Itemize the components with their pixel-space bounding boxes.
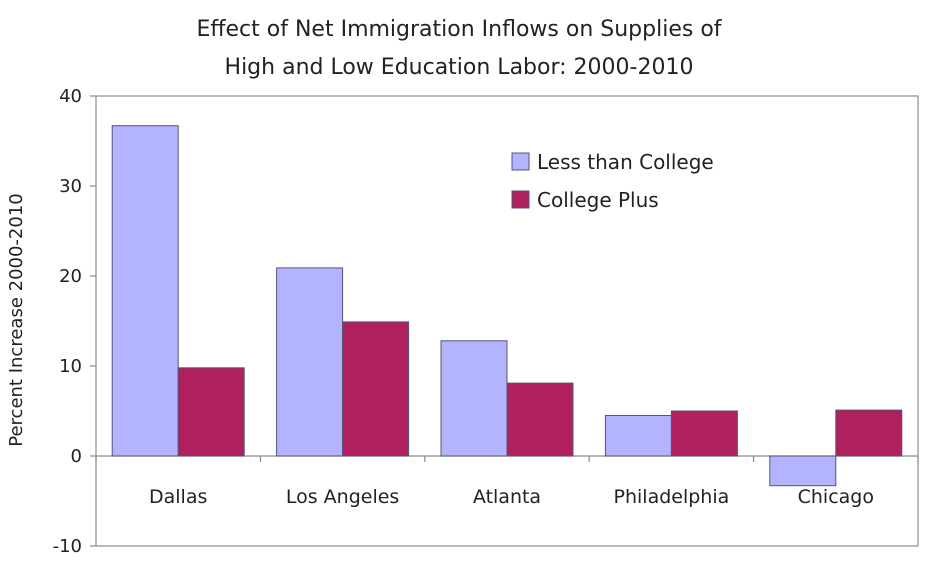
- x-category-label: Dallas: [149, 486, 207, 508]
- x-category-label: Atlanta: [473, 486, 541, 508]
- bar-college-plus-atlanta: [506, 382, 574, 457]
- x-category-label: Philadelphia: [614, 486, 730, 508]
- plot-border: [95, 95, 919, 547]
- y-tick-label: 30: [59, 176, 82, 197]
- legend-label: Less than College: [537, 150, 714, 174]
- legend-label: College Plus: [537, 188, 659, 212]
- bar-college-plus-los-angeles: [342, 321, 410, 457]
- y-axis-label: Percent Increase 2000-2010: [6, 193, 27, 446]
- legend-swatch: [511, 190, 530, 209]
- bar-less-than-college-chicago: [769, 455, 837, 487]
- chart-title-line-1: Effect of Net Immigration Inflows on Sup…: [196, 17, 722, 42]
- legend-swatch: [511, 152, 530, 171]
- y-tick-label: 40: [59, 86, 82, 107]
- bar-college-plus-dallas: [177, 367, 245, 457]
- bar-less-than-college-atlanta: [440, 340, 508, 457]
- bar-less-than-college-philadelphia: [604, 415, 672, 457]
- y-tick-label: -10: [53, 536, 82, 557]
- bar-less-than-college-dallas: [111, 125, 179, 457]
- y-tick-label: 0: [71, 446, 82, 467]
- x-category-label: Chicago: [798, 486, 874, 508]
- bar-college-plus-philadelphia: [670, 410, 738, 457]
- bar-less-than-college-los-angeles: [276, 267, 344, 457]
- x-category-label: Los Angeles: [286, 486, 399, 508]
- bar-college-plus-chicago: [835, 409, 903, 457]
- y-tick-label: 10: [59, 356, 82, 377]
- legend: Less than College College Plus: [511, 150, 714, 212]
- plot-area: -10 0 10 20 30 40 Dallas Los Angeles Atlanta Phil…: [53, 86, 919, 557]
- chart-title-line-2: High and Low Education Labor: 2000-2010: [225, 55, 694, 80]
- y-tick-label: 20: [59, 266, 82, 287]
